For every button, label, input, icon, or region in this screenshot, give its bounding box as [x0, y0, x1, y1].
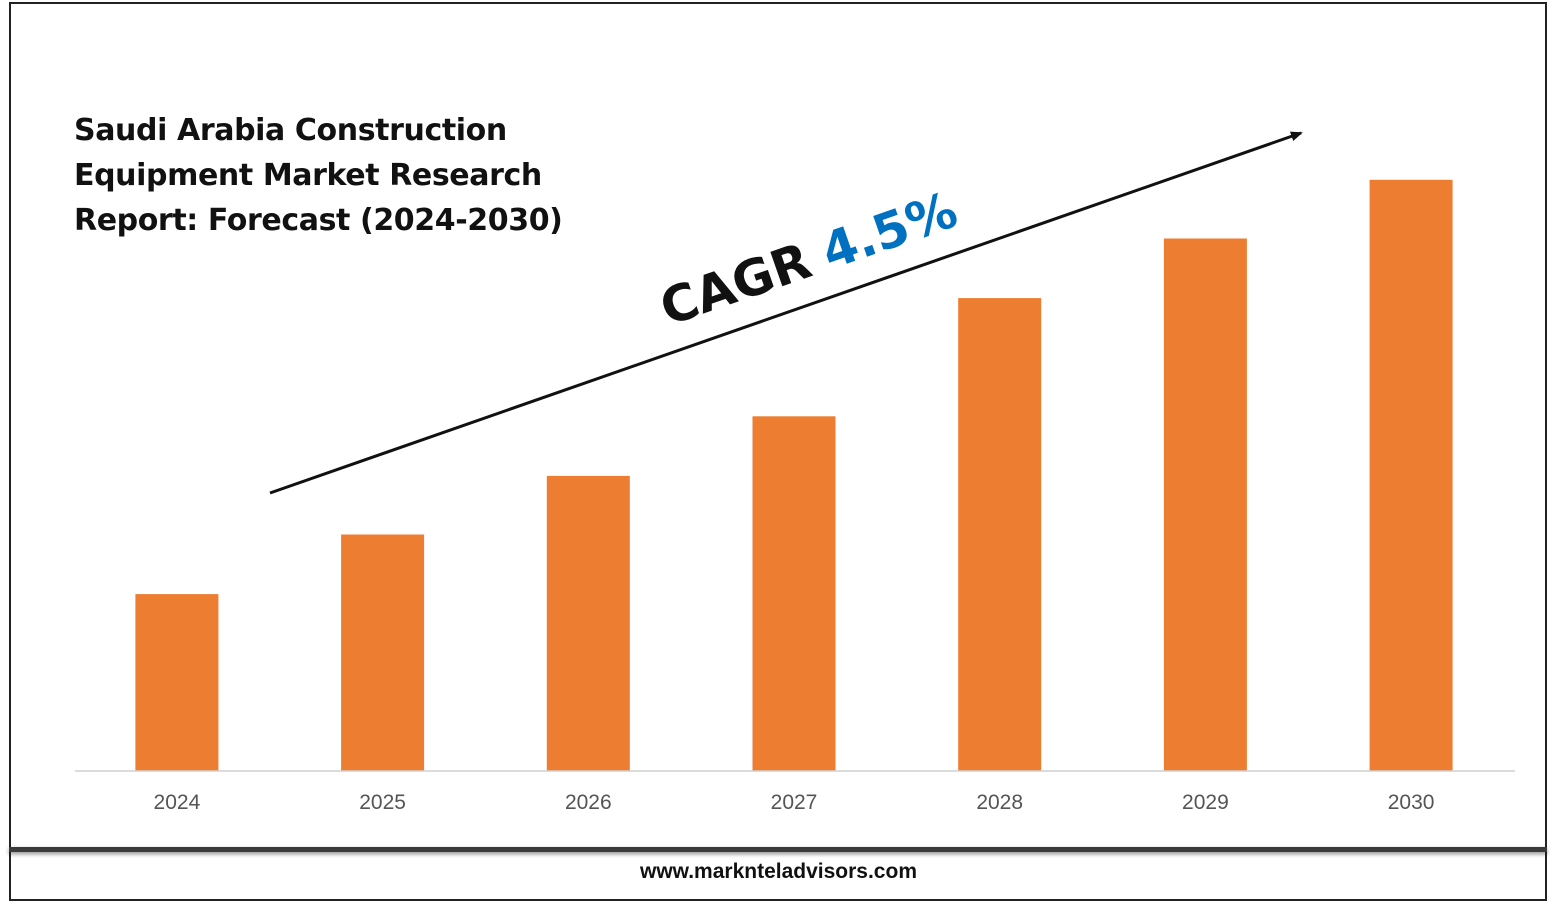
x-axis-ticks: 2024 2025 2026 2027 2028 2029 2030 [154, 791, 1435, 814]
cagr-trend-arrow [269, 131, 1303, 495]
bar-2030 [1369, 179, 1453, 772]
bar-2024 [135, 594, 219, 771]
x-tick-label: 2024 [154, 791, 201, 814]
x-tick-label: 2025 [359, 791, 406, 814]
bar-2027 [752, 416, 836, 771]
bar-2025 [341, 534, 425, 771]
x-tick-label: 2029 [1182, 791, 1229, 814]
chart-title: Saudi Arabia Construction Equipment Mark… [74, 113, 563, 238]
x-tick-label: 2028 [976, 791, 1023, 814]
bar-2028 [958, 298, 1042, 771]
footer-separator [9, 847, 1547, 852]
x-tick-label: 2030 [1388, 791, 1435, 814]
footer-url: www.marknteladvisors.com [640, 860, 917, 883]
x-tick-label: 2026 [565, 791, 612, 814]
cagr-value: 4.5% [814, 181, 964, 281]
cagr-label: CAGR [653, 232, 818, 338]
bar-group [135, 179, 1453, 772]
cagr-annotation: CAGR4.5% [653, 181, 964, 338]
x-tick-label: 2027 [771, 791, 818, 814]
bar-2029 [1163, 238, 1247, 771]
bar-2026 [546, 475, 630, 771]
